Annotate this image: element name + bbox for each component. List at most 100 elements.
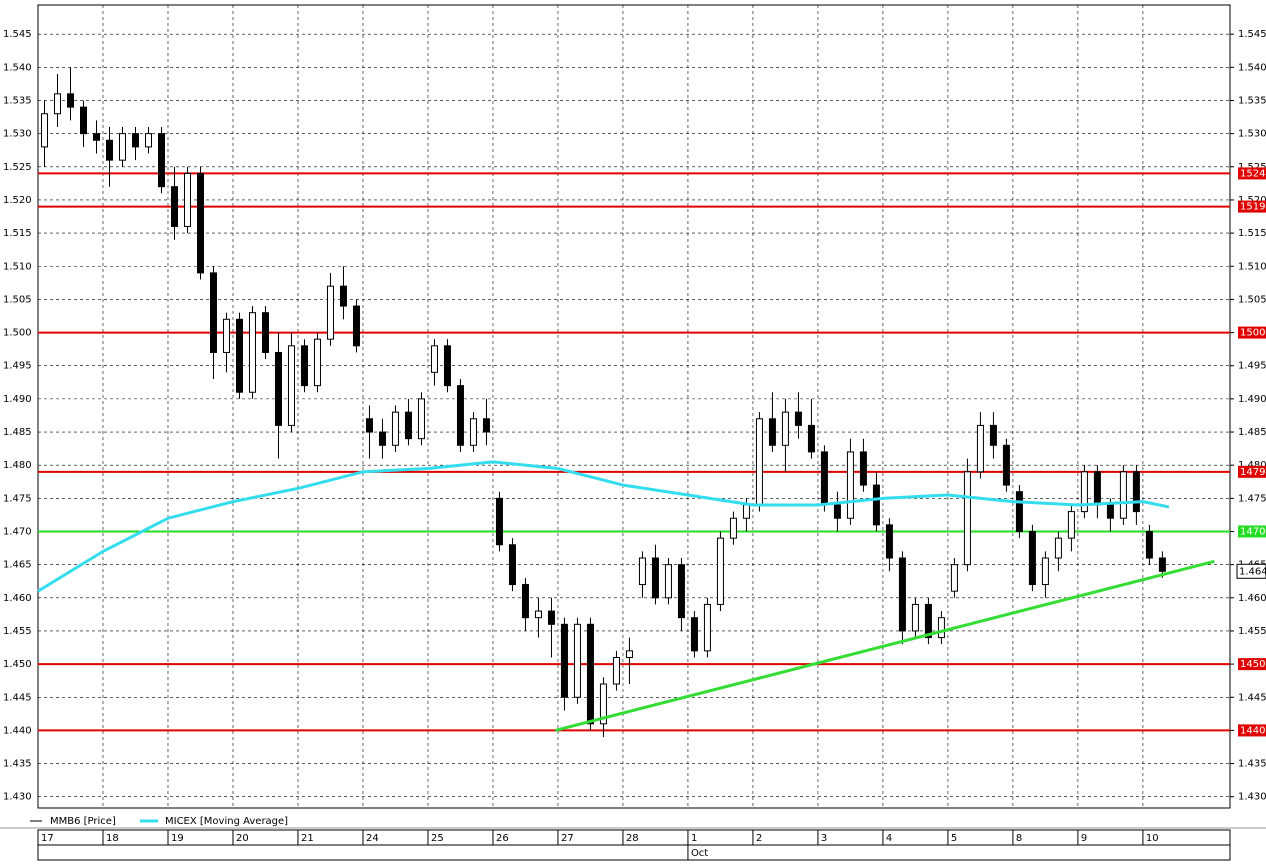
candle-body bbox=[1106, 504, 1114, 519]
candle-body bbox=[508, 544, 516, 586]
x-tick-label: 18 bbox=[106, 833, 119, 844]
candle-body bbox=[872, 484, 880, 526]
y-tick-label: 1.510 bbox=[3, 261, 32, 272]
candle-body bbox=[729, 517, 737, 539]
candle-body bbox=[846, 451, 854, 519]
level-tag bbox=[1238, 167, 1266, 180]
y-tick-label: 1.460 bbox=[3, 593, 32, 604]
candle-body bbox=[443, 345, 451, 387]
candle-body bbox=[378, 431, 386, 446]
candle-body bbox=[651, 557, 659, 599]
month-label: Oct bbox=[691, 848, 708, 859]
candle-body bbox=[365, 418, 373, 433]
candle-body bbox=[469, 418, 477, 446]
y-tick-label: 1.520 bbox=[3, 195, 32, 206]
candle-body bbox=[300, 345, 308, 387]
candle-body bbox=[287, 345, 295, 426]
y-tick-label: 1.515 bbox=[3, 228, 32, 239]
candle-body bbox=[716, 537, 724, 605]
candle-body bbox=[222, 318, 230, 353]
candle-body bbox=[586, 623, 594, 725]
candle-body bbox=[989, 424, 997, 446]
candle-body bbox=[1080, 471, 1088, 513]
level-label: 1479 bbox=[1240, 467, 1265, 478]
y-tick-label-right: 1.515 bbox=[1238, 228, 1266, 239]
candle-body bbox=[404, 411, 412, 440]
level-tag bbox=[1238, 326, 1266, 339]
level-label: 1519 bbox=[1240, 202, 1265, 213]
y-tick-label: 1.530 bbox=[3, 129, 32, 140]
y-tick-label: 1.455 bbox=[3, 626, 32, 637]
candle-body bbox=[625, 650, 633, 658]
candle-body bbox=[1132, 471, 1140, 513]
candle-body bbox=[833, 504, 841, 519]
candle-body bbox=[261, 312, 269, 353]
y-tick-label-right: 1.495 bbox=[1238, 361, 1266, 372]
candle-body bbox=[1028, 530, 1036, 586]
level-label: 1440 bbox=[1240, 725, 1265, 736]
legend-label: MICEX [Moving Average] bbox=[165, 816, 288, 827]
candle-body bbox=[911, 603, 919, 632]
candle-body bbox=[1145, 530, 1153, 559]
candle-body bbox=[209, 272, 217, 353]
y-tick-label: 1.470 bbox=[3, 526, 32, 537]
candle-body bbox=[820, 451, 828, 506]
x-tick-label: 26 bbox=[496, 833, 509, 844]
candle-body bbox=[92, 133, 100, 141]
candle-body bbox=[456, 385, 464, 446]
level-tag bbox=[1238, 724, 1266, 737]
level-tag bbox=[1238, 525, 1266, 538]
candle-body bbox=[1158, 557, 1166, 572]
candle-body bbox=[534, 610, 542, 619]
x-tick-label: 21 bbox=[301, 833, 314, 844]
candle-body bbox=[950, 564, 958, 592]
candle-body bbox=[1093, 471, 1101, 506]
y-tick-label: 1.505 bbox=[3, 294, 32, 305]
candle-body bbox=[495, 497, 503, 546]
y-tick-label-right: 1.490 bbox=[1238, 394, 1266, 405]
x-tick-label: 1 bbox=[691, 833, 697, 844]
moving-average-line bbox=[37, 460, 1170, 593]
level-label: 1450 bbox=[1240, 659, 1265, 670]
y-tick-label: 1.445 bbox=[3, 692, 32, 703]
candle-body bbox=[391, 411, 399, 446]
y-tick-label-right: 1.430 bbox=[1238, 792, 1266, 803]
candle-body bbox=[768, 418, 776, 446]
y-tick-label: 1.435 bbox=[3, 759, 32, 770]
candle-body bbox=[105, 139, 113, 161]
candle-body bbox=[690, 617, 698, 652]
y-tick-label-right: 1.545 bbox=[1238, 29, 1266, 40]
y-tick-label: 1.490 bbox=[3, 394, 32, 405]
candle-body bbox=[313, 338, 321, 387]
candle-body bbox=[703, 603, 711, 652]
candle-body bbox=[144, 133, 152, 148]
candle-body bbox=[547, 610, 555, 625]
candle-body bbox=[807, 424, 815, 453]
plot-frame bbox=[37, 4, 1231, 809]
candle-body bbox=[170, 186, 178, 227]
y-tick-label-right: 1.485 bbox=[1238, 427, 1266, 438]
candle-body bbox=[963, 471, 971, 566]
candle-body bbox=[781, 411, 789, 446]
x-tick-label: 20 bbox=[236, 833, 249, 844]
candle-body bbox=[755, 418, 763, 506]
x-tick-label: 24 bbox=[366, 833, 379, 844]
x-tick-label: 4 bbox=[886, 833, 892, 844]
y-tick-label: 1.440 bbox=[3, 725, 32, 736]
y-tick-label: 1.485 bbox=[3, 427, 32, 438]
level-tag bbox=[1238, 658, 1266, 671]
y-tick-label-right: 1.475 bbox=[1238, 493, 1266, 504]
candle-body bbox=[248, 312, 256, 393]
y-tick-label-right: 1.445 bbox=[1238, 692, 1266, 703]
x-tick-label: 5 bbox=[951, 833, 957, 844]
level-tag bbox=[1238, 465, 1266, 478]
candle-body bbox=[1067, 511, 1075, 539]
candle-body bbox=[66, 93, 74, 108]
level-label: 1524 bbox=[1240, 168, 1265, 179]
candle-body bbox=[794, 411, 802, 426]
y-tick-label-right: 1.520 bbox=[1238, 195, 1266, 206]
y-tick-label: 1.475 bbox=[3, 493, 32, 504]
y-tick-label: 1.535 bbox=[3, 95, 32, 106]
candle-body bbox=[1054, 537, 1062, 559]
